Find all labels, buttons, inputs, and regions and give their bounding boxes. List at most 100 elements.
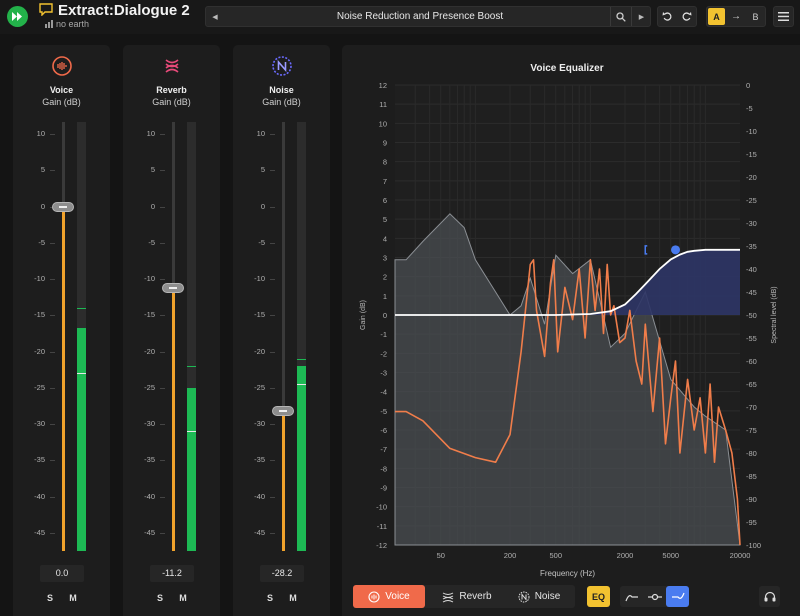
preset-menu-button[interactable]: ▶ bbox=[631, 7, 651, 26]
low-pass-icon bbox=[671, 592, 685, 599]
triangle-right-icon: ▶ bbox=[638, 13, 645, 21]
scale-tick-label: -30 bbox=[254, 419, 265, 429]
preset-name[interactable]: Noise Reduction and Presence Boost bbox=[336, 11, 504, 22]
listen-button[interactable] bbox=[759, 586, 780, 607]
gain-fader-track[interactable] bbox=[282, 122, 285, 551]
eq-chart[interactable]: 1211109876543210-1-2-3-4-5-6-7-8-9-10-11… bbox=[342, 45, 800, 585]
mute-button[interactable]: M bbox=[69, 593, 77, 603]
level-meter bbox=[297, 122, 306, 551]
level-meter-marker bbox=[297, 384, 306, 386]
level-meter-marker bbox=[187, 431, 196, 433]
y-right-tick-label: -75 bbox=[746, 426, 757, 435]
main-menu-button[interactable] bbox=[773, 6, 794, 27]
node-icon bbox=[647, 593, 662, 600]
solo-button[interactable]: S bbox=[46, 593, 53, 603]
redo-button[interactable] bbox=[677, 7, 696, 26]
scale-tick-label: -25 bbox=[254, 382, 265, 392]
y-tick-label: 12 bbox=[379, 81, 387, 90]
scale-tick-label: -25 bbox=[144, 382, 155, 392]
x-tick-label: 50 bbox=[437, 551, 445, 560]
scale-tick-label: -45 bbox=[34, 528, 45, 537]
tab-reverb[interactable]: Reverb bbox=[431, 585, 503, 608]
gain-fader-fill bbox=[172, 287, 175, 551]
ab-a-button[interactable]: A bbox=[708, 8, 725, 25]
eq-mode-group bbox=[620, 586, 689, 607]
x-tick-label: 200 bbox=[504, 551, 517, 560]
previous-preset-button[interactable]: ◀ bbox=[206, 7, 224, 26]
level-meter-fill bbox=[297, 366, 306, 551]
scale-tick-label: -35 bbox=[34, 455, 45, 465]
scale-tick-mark bbox=[50, 424, 55, 425]
y-right-tick-label: -10 bbox=[746, 127, 757, 136]
gain-fader-handle[interactable] bbox=[162, 282, 184, 293]
x-tick-label: 5000 bbox=[662, 551, 679, 560]
scale-tick-label: 10 bbox=[36, 129, 45, 138]
gain-fader-handle[interactable] bbox=[272, 406, 294, 417]
y-tick-label: -12 bbox=[376, 541, 387, 550]
channel-name: Reverb bbox=[156, 85, 187, 95]
voice-series bbox=[395, 259, 741, 546]
ab-copy-arrow-button[interactable]: → bbox=[731, 11, 741, 22]
undo-button[interactable] bbox=[658, 7, 677, 26]
mode-lowpass-button[interactable] bbox=[666, 586, 689, 607]
scale-tick-label: -5 bbox=[38, 237, 45, 247]
preset-selector[interactable]: ◀ Noise Reduction and Presence Boost ▶ bbox=[205, 6, 651, 27]
scale-tick-mark bbox=[50, 243, 55, 244]
scale-tick-label: -15 bbox=[34, 310, 45, 320]
eq-curve bbox=[395, 248, 740, 316]
reverb-channel-icon bbox=[161, 55, 183, 77]
y-tick-label: 5 bbox=[383, 215, 387, 224]
scale-tick-mark bbox=[50, 388, 55, 389]
mode-highpass-button[interactable] bbox=[620, 586, 643, 607]
mode-peak-button[interactable] bbox=[643, 586, 666, 607]
tab-voice[interactable]: Voice bbox=[353, 585, 425, 608]
reverb-waves-icon bbox=[443, 592, 454, 602]
level-meter bbox=[187, 122, 196, 551]
y-right-tick-label: -80 bbox=[746, 449, 757, 458]
scale-tick-mark bbox=[270, 279, 275, 280]
y-tick-label: -7 bbox=[380, 445, 387, 454]
scale-tick-mark bbox=[50, 460, 55, 461]
scale-tick-label: -40 bbox=[254, 491, 265, 501]
scale-tick-label: -10 bbox=[144, 274, 155, 284]
tab-noise[interactable]: Noise bbox=[505, 585, 573, 608]
y-right-tick-label: -30 bbox=[746, 219, 757, 228]
eq-node-bracket bbox=[644, 245, 648, 255]
high-pass-icon bbox=[624, 594, 638, 601]
solo-button[interactable]: S bbox=[156, 593, 163, 603]
mute-button[interactable]: M bbox=[179, 593, 187, 603]
speech-bubble-icon bbox=[368, 590, 380, 603]
level-meter-peak bbox=[297, 358, 306, 360]
y-tick-label: 6 bbox=[383, 196, 387, 205]
component-tabs: Voice Reverb Noise bbox=[353, 585, 575, 608]
eq-toggle-button[interactable]: EQ bbox=[587, 586, 610, 607]
gain-value-field[interactable]: -28.2 bbox=[260, 565, 304, 582]
y-tick-label: -8 bbox=[380, 464, 387, 473]
scale-tick-label: -5 bbox=[148, 237, 155, 247]
scale-tick-mark bbox=[160, 315, 165, 316]
subtitle-text: no earth bbox=[56, 19, 90, 29]
scale-tick-mark bbox=[160, 388, 165, 389]
ab-b-button[interactable]: B bbox=[752, 11, 759, 22]
scale-tick-mark bbox=[160, 460, 165, 461]
level-meter-peak bbox=[187, 366, 196, 368]
scale-tick-label: -10 bbox=[254, 274, 265, 284]
levels-icon bbox=[45, 20, 53, 28]
search-button[interactable] bbox=[610, 7, 630, 26]
channel-name: Voice bbox=[49, 85, 74, 95]
y-right-tick-label: -35 bbox=[746, 242, 757, 251]
gain-value-field[interactable]: 0.0 bbox=[40, 565, 84, 582]
gain-value-field[interactable]: -11.2 bbox=[150, 565, 194, 582]
y-tick-label: 2 bbox=[383, 273, 387, 282]
eq-boost-area bbox=[395, 249, 740, 315]
y-tick-label: -2 bbox=[380, 349, 387, 358]
y-right-tick-label: -65 bbox=[746, 380, 757, 389]
y-tick-label: 9 bbox=[383, 139, 387, 148]
solo-button[interactable]: S bbox=[266, 593, 273, 603]
y-tick-label: 10 bbox=[379, 119, 387, 128]
power-button[interactable] bbox=[7, 6, 28, 27]
scale-tick-label: 0 bbox=[40, 201, 45, 211]
mute-button[interactable]: M bbox=[289, 593, 297, 603]
gain-fader-handle[interactable] bbox=[52, 201, 74, 212]
tab-label: Noise bbox=[534, 591, 561, 602]
